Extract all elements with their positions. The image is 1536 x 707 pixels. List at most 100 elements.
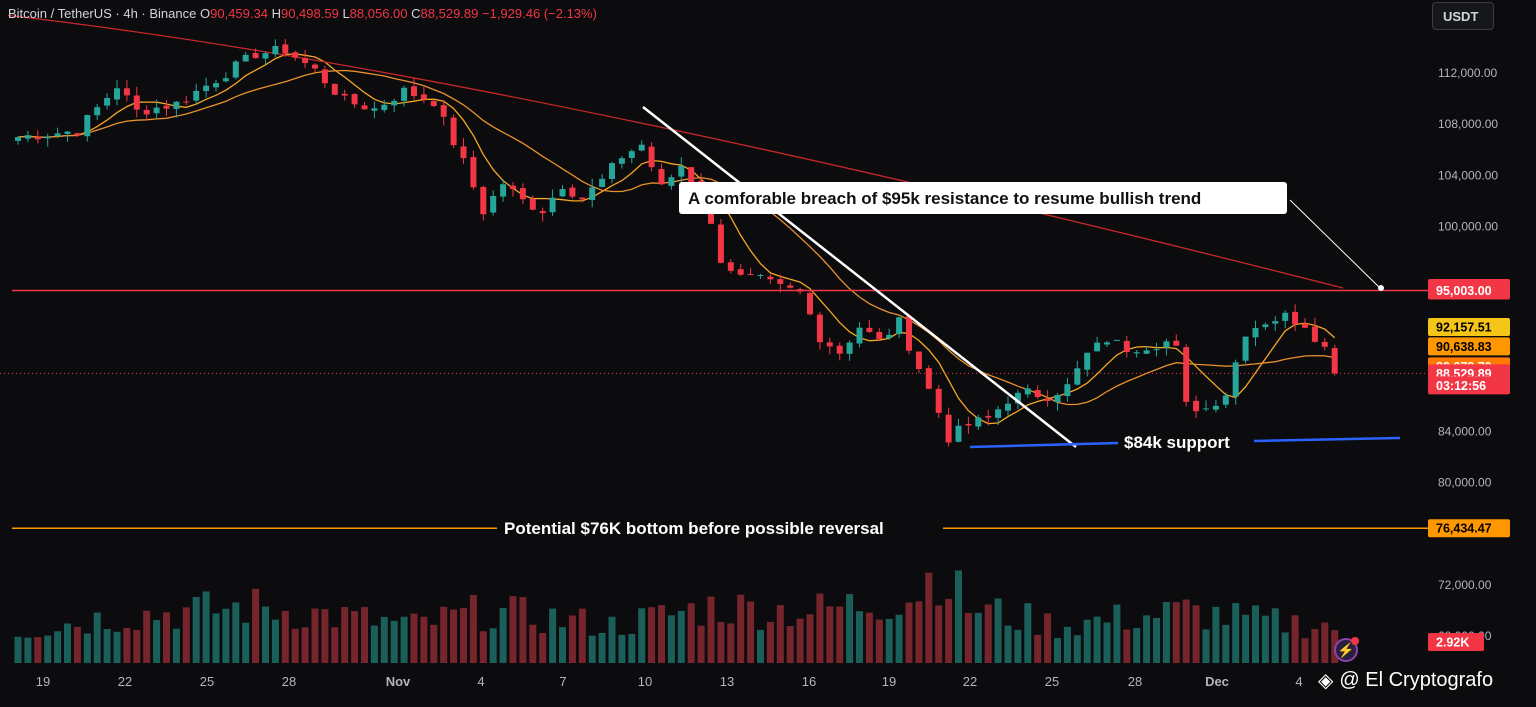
- candle-body: [826, 342, 833, 347]
- price-tag-bg: [1428, 317, 1510, 336]
- volume-bar: [1232, 603, 1240, 663]
- candle-body: [1292, 311, 1299, 325]
- volume-bar: [865, 612, 873, 663]
- candle-body: [123, 88, 130, 96]
- candle-body: [1302, 323, 1308, 328]
- candle-body: [539, 211, 546, 214]
- candle-body: [252, 53, 259, 59]
- alert-bolt-icon[interactable]: ⚡: [1334, 637, 1359, 662]
- volume-bar: [291, 628, 299, 663]
- volume-bar: [588, 635, 596, 663]
- candle-body: [1034, 390, 1041, 397]
- volume-bar: [905, 602, 913, 663]
- candle-body: [589, 187, 596, 201]
- volume-bar: [796, 618, 804, 663]
- volume-bar: [44, 635, 52, 663]
- volume-bar: [232, 602, 240, 663]
- volume-bar: [559, 627, 566, 663]
- volume-bar: [1093, 616, 1101, 663]
- candle-body: [866, 327, 873, 332]
- volume-bar: [24, 637, 32, 663]
- volume-bar: [54, 631, 62, 663]
- volume-bar: [103, 628, 111, 663]
- candle-body: [668, 177, 675, 186]
- volume-bar: [1024, 603, 1032, 663]
- candle-body: [1123, 340, 1130, 353]
- candle-body: [638, 144, 645, 151]
- candle-body: [1005, 403, 1011, 411]
- candle-body: [935, 388, 942, 413]
- candle-body: [767, 276, 774, 280]
- candle-body: [628, 151, 635, 158]
- symbol-title: Bitcoin / TetherUS · 4h · Binance: [8, 6, 197, 21]
- volume-bar: [598, 632, 606, 663]
- close-label: C: [411, 6, 421, 21]
- x-tick-label: Dec: [1205, 674, 1229, 689]
- x-tick-label: 16: [802, 674, 816, 689]
- volume-bar: [964, 613, 972, 663]
- support-line-left[interactable]: [969, 441, 1119, 449]
- x-tick-label: 25: [200, 674, 214, 689]
- price-tag-label: 03:12:56: [1436, 379, 1486, 393]
- candle-body: [133, 95, 140, 110]
- volume-bar: [568, 615, 576, 663]
- volume-bar: [1063, 626, 1071, 663]
- candle-body: [302, 58, 309, 64]
- candle-body: [1153, 349, 1160, 351]
- volume-bar: [786, 626, 794, 663]
- volume-bar: [430, 624, 438, 663]
- volume-bar: [915, 601, 923, 663]
- x-tick-label: 25: [1045, 674, 1059, 689]
- candle-body: [312, 64, 318, 69]
- candle-body: [1183, 347, 1190, 402]
- candle-body: [361, 105, 368, 110]
- volume-bar: [628, 633, 636, 663]
- volume-bar: [1182, 599, 1190, 663]
- candle-body: [1212, 405, 1219, 410]
- y-tick-label: 112,000.00: [1438, 66, 1497, 80]
- candle-body: [460, 146, 467, 159]
- candle-body: [876, 331, 883, 340]
- volume-bar: [766, 621, 774, 663]
- volume-bar: [390, 620, 398, 663]
- change-value: −1,929.46 (−2.13%): [482, 6, 597, 21]
- support-line-right[interactable]: [1253, 436, 1401, 443]
- candle-body: [341, 93, 348, 96]
- price-tag-label: 90,638.83: [1436, 340, 1492, 354]
- price-tag-label: 76,434.47: [1436, 522, 1492, 536]
- volume-bar: [648, 607, 656, 663]
- volume-bar: [271, 619, 279, 663]
- ma-line-20: [17, 53, 1336, 425]
- y-tick-label: 104,000.00: [1438, 168, 1498, 182]
- x-tick-label: Nov: [386, 674, 411, 689]
- currency-button[interactable]: USDT: [1432, 2, 1494, 30]
- x-tick-label: 28: [1128, 674, 1142, 689]
- candle-body: [1203, 408, 1209, 410]
- candle-body: [64, 131, 71, 134]
- x-tick-label: 19: [882, 674, 896, 689]
- volume-bar: [707, 596, 715, 663]
- volume-bar: [826, 606, 834, 663]
- volume-bar: [658, 605, 665, 663]
- x-tick-label: 19: [36, 674, 50, 689]
- candle-body: [420, 94, 427, 100]
- volume-bar: [925, 572, 933, 663]
- volume-bar: [667, 615, 675, 663]
- volume-bar: [1073, 635, 1081, 663]
- volume-bar: [163, 612, 170, 663]
- volume-bar: [509, 596, 517, 663]
- candle-body: [232, 61, 239, 78]
- x-tick-label: 28: [282, 674, 296, 689]
- candle-body: [886, 334, 893, 338]
- candle-body: [1242, 336, 1249, 361]
- candle-body: [609, 163, 615, 179]
- y-tick-label: 108,000.00: [1438, 117, 1498, 131]
- downtrend-line[interactable]: [642, 106, 1077, 448]
- volume-bar: [549, 608, 557, 663]
- volume-bar: [974, 612, 982, 663]
- candle-body: [470, 157, 477, 188]
- candle-body: [173, 101, 180, 109]
- candle-body: [569, 187, 576, 197]
- candle-body: [1084, 352, 1091, 370]
